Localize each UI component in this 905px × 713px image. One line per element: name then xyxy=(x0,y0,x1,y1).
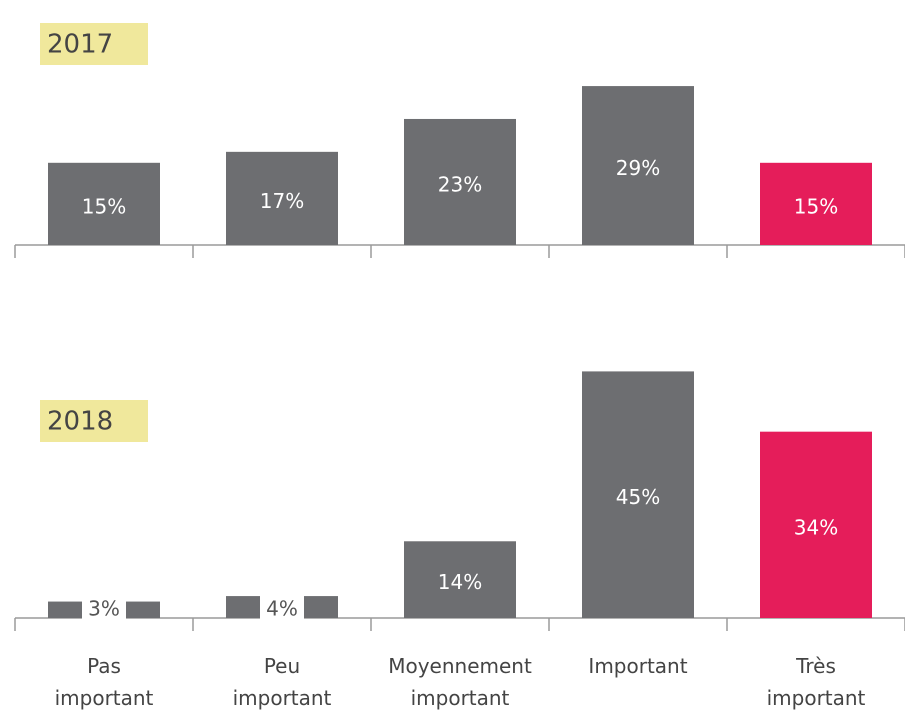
title-box xyxy=(40,23,148,65)
bar xyxy=(582,86,694,245)
bar xyxy=(760,162,872,245)
value-label: 4% xyxy=(266,597,298,621)
bar xyxy=(404,541,516,618)
x-tick-label: Important xyxy=(588,654,688,678)
value-label: 3% xyxy=(88,597,120,621)
value-label: 29% xyxy=(616,156,660,180)
value-label: 15% xyxy=(82,194,126,218)
value-label: 23% xyxy=(438,172,482,196)
value-label: 45% xyxy=(616,485,660,509)
x-tick-label: Moyennement important xyxy=(388,654,532,710)
chart-title: 2017 xyxy=(47,30,113,60)
x-tick-label: Très important xyxy=(766,654,866,710)
value-label: 15% xyxy=(794,194,838,218)
value-label-bg xyxy=(82,596,126,624)
bar xyxy=(760,431,872,618)
value-label: 17% xyxy=(260,189,304,213)
x-tick-label: Peu important xyxy=(232,654,332,710)
bar xyxy=(48,162,160,245)
bar xyxy=(226,151,338,245)
bar xyxy=(582,371,694,618)
x-tick-label: Pas important xyxy=(54,654,154,710)
value-label-bg xyxy=(260,596,304,624)
title-box xyxy=(40,400,148,442)
bar xyxy=(404,118,516,245)
value-label: 14% xyxy=(438,570,482,594)
value-label: 34% xyxy=(794,515,838,539)
chart-title: 2018 xyxy=(47,407,113,437)
